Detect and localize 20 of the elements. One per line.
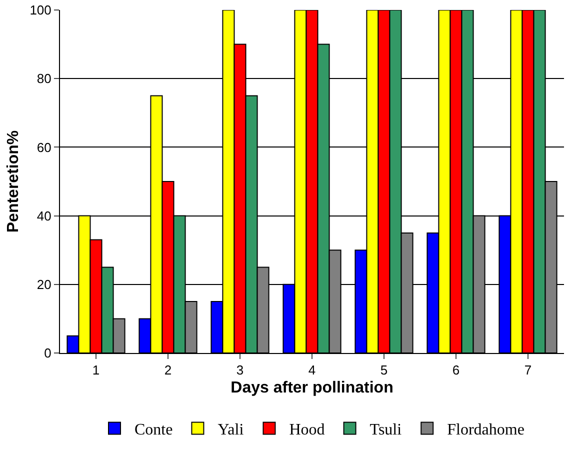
- legend-label: Flordahome: [447, 421, 524, 438]
- x-tick-label: 2: [164, 362, 172, 378]
- y-tick-label: 40: [36, 208, 52, 224]
- x-tick-label: 6: [452, 362, 460, 378]
- x-tick-label: 5: [380, 362, 388, 378]
- x-axis-title: Days after pollination: [230, 379, 394, 396]
- x-tick-label: 3: [236, 362, 244, 378]
- legend-label: Hood: [289, 421, 325, 438]
- x-tick-label: 1: [92, 362, 100, 378]
- legend-label: Tsuli: [370, 421, 402, 438]
- y-tick-label: 100: [30, 2, 52, 18]
- legend-label: Conte: [134, 421, 173, 438]
- legend-label: Yali: [218, 421, 244, 438]
- x-tick-label: 4: [308, 362, 316, 378]
- y-axis-title: Penteretion%: [5, 130, 22, 233]
- x-tick-label: 7: [524, 362, 532, 378]
- y-tick-label: 60: [36, 140, 52, 155]
- y-tick-label: 80: [36, 71, 52, 86]
- y-tick-label: 0: [44, 346, 52, 361]
- y-tick-label: 20: [36, 276, 52, 292]
